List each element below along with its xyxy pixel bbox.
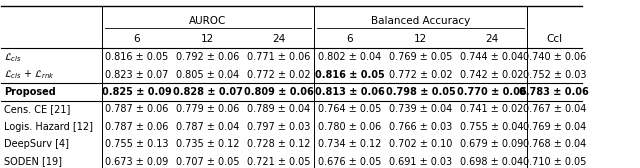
Text: 0.728 ± 0.12: 0.728 ± 0.12 <box>247 139 310 149</box>
Text: 6: 6 <box>134 34 140 44</box>
Text: 6: 6 <box>346 34 353 44</box>
Text: 0.691 ± 0.03: 0.691 ± 0.03 <box>389 157 452 166</box>
Text: 0.734 ± 0.12: 0.734 ± 0.12 <box>318 139 381 149</box>
Text: SODEN [19]: SODEN [19] <box>4 157 62 166</box>
Text: 0.787 ± 0.06: 0.787 ± 0.06 <box>106 104 169 114</box>
Text: 0.816 ± 0.05: 0.816 ± 0.05 <box>106 52 169 62</box>
Text: 0.802 ± 0.04: 0.802 ± 0.04 <box>318 52 381 62</box>
Text: 0.735 ± 0.12: 0.735 ± 0.12 <box>176 139 239 149</box>
Text: DeepSurv [4]: DeepSurv [4] <box>4 139 69 149</box>
Text: 12: 12 <box>414 34 428 44</box>
Text: 0.752 ± 0.03: 0.752 ± 0.03 <box>523 70 586 79</box>
Text: 0.772 ± 0.02: 0.772 ± 0.02 <box>388 70 452 79</box>
Text: 0.823 ± 0.07: 0.823 ± 0.07 <box>106 70 169 79</box>
Text: 0.789 ± 0.04: 0.789 ± 0.04 <box>247 104 310 114</box>
Text: CcI: CcI <box>547 34 563 44</box>
Text: $\mathcal{L}_{cls}$: $\mathcal{L}_{cls}$ <box>4 51 22 64</box>
Text: 0.679 ± 0.09: 0.679 ± 0.09 <box>460 139 523 149</box>
Text: 0.744 ± 0.04: 0.744 ± 0.04 <box>460 52 523 62</box>
Text: 0.787 ± 0.06: 0.787 ± 0.06 <box>106 122 169 132</box>
Text: 0.676 ± 0.05: 0.676 ± 0.05 <box>318 157 381 166</box>
Text: 0.783 ± 0.06: 0.783 ± 0.06 <box>520 87 589 97</box>
Text: 0.742 ± 0.02: 0.742 ± 0.02 <box>460 70 524 79</box>
Text: Proposed: Proposed <box>4 87 56 97</box>
Text: 0.721 ± 0.05: 0.721 ± 0.05 <box>247 157 310 166</box>
Text: 0.797 ± 0.03: 0.797 ± 0.03 <box>247 122 310 132</box>
Text: 0.741 ± 0.02: 0.741 ± 0.02 <box>460 104 523 114</box>
Text: 0.755 ± 0.04: 0.755 ± 0.04 <box>460 122 524 132</box>
Text: $\mathcal{L}_{cls}$ + $\mathcal{L}_{rnk}$: $\mathcal{L}_{cls}$ + $\mathcal{L}_{rnk}… <box>4 68 55 81</box>
Text: 12: 12 <box>202 34 214 44</box>
Text: 0.805 ± 0.04: 0.805 ± 0.04 <box>176 70 239 79</box>
Text: 0.764 ± 0.05: 0.764 ± 0.05 <box>318 104 381 114</box>
Text: 0.828 ± 0.07: 0.828 ± 0.07 <box>173 87 243 97</box>
Text: 0.767 ± 0.04: 0.767 ± 0.04 <box>523 104 586 114</box>
Text: 0.769 ± 0.04: 0.769 ± 0.04 <box>523 122 586 132</box>
Text: 0.780 ± 0.06: 0.780 ± 0.06 <box>318 122 381 132</box>
Text: 0.702 ± 0.10: 0.702 ± 0.10 <box>389 139 452 149</box>
Text: Balanced Accuracy: Balanced Accuracy <box>371 16 470 26</box>
Text: 0.779 ± 0.06: 0.779 ± 0.06 <box>176 104 239 114</box>
Text: 0.707 ± 0.05: 0.707 ± 0.05 <box>176 157 239 166</box>
Text: Logis. Hazard [12]: Logis. Hazard [12] <box>4 122 93 132</box>
Text: 0.771 ± 0.06: 0.771 ± 0.06 <box>247 52 310 62</box>
Text: AUROC: AUROC <box>189 16 227 26</box>
Text: 0.787 ± 0.04: 0.787 ± 0.04 <box>176 122 239 132</box>
Text: 0.769 ± 0.05: 0.769 ± 0.05 <box>389 52 452 62</box>
Text: 0.673 ± 0.09: 0.673 ± 0.09 <box>106 157 169 166</box>
Text: 24: 24 <box>272 34 285 44</box>
Text: 0.770 ± 0.06: 0.770 ± 0.06 <box>457 87 526 97</box>
Text: 0.710 ± 0.05: 0.710 ± 0.05 <box>523 157 586 166</box>
Text: 0.755 ± 0.13: 0.755 ± 0.13 <box>106 139 169 149</box>
Text: 0.772 ± 0.02: 0.772 ± 0.02 <box>247 70 310 79</box>
Text: 24: 24 <box>485 34 498 44</box>
Text: 0.698 ± 0.04: 0.698 ± 0.04 <box>460 157 523 166</box>
Text: 0.740 ± 0.06: 0.740 ± 0.06 <box>523 52 586 62</box>
Text: 0.825 ± 0.09: 0.825 ± 0.09 <box>102 87 172 97</box>
Text: 0.809 ± 0.06: 0.809 ± 0.06 <box>244 87 314 97</box>
Text: 0.766 ± 0.03: 0.766 ± 0.03 <box>389 122 452 132</box>
Text: 0.816 ± 0.05: 0.816 ± 0.05 <box>315 70 385 79</box>
Text: Cens. CE [21]: Cens. CE [21] <box>4 104 70 114</box>
Text: 0.798 ± 0.05: 0.798 ± 0.05 <box>386 87 456 97</box>
Text: 0.768 ± 0.04: 0.768 ± 0.04 <box>523 139 586 149</box>
Text: 0.792 ± 0.06: 0.792 ± 0.06 <box>176 52 239 62</box>
Text: 0.813 ± 0.06: 0.813 ± 0.06 <box>315 87 385 97</box>
Text: 0.739 ± 0.04: 0.739 ± 0.04 <box>389 104 452 114</box>
